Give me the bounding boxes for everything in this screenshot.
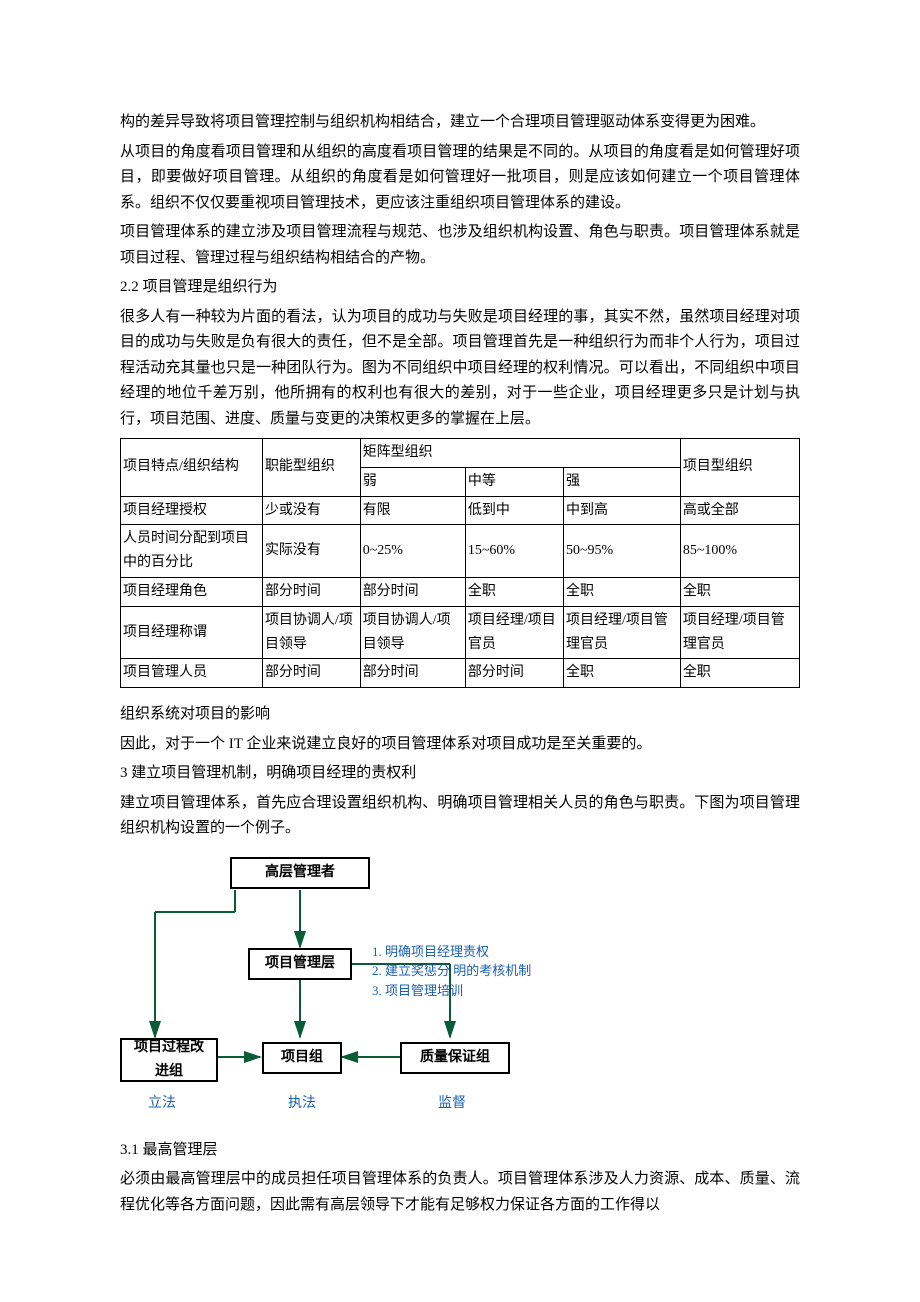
diagram-label-supervise: 监督 xyxy=(438,1092,466,1116)
paragraph: 构的差异导致将项目管理控制与组织机构相结合，建立一个合理项目管理驱动体系变得更为… xyxy=(120,110,800,136)
diagram-node-right: 质量保证组 xyxy=(400,1042,510,1074)
diagram-label-enforce: 执法 xyxy=(288,1092,316,1116)
table-header: 中等 xyxy=(465,467,563,496)
paragraph: 很多人有一种较为片面的看法，认为项目的成功与失败是项目经理的事，其实不然，虽然项… xyxy=(120,305,800,433)
section-heading-3-1: 3.1 最高管理层 xyxy=(120,1138,800,1164)
table-row: 项目经理称谓项目协调人/项目领导项目协调人/项目领导项目经理/项目官员项目经理/… xyxy=(121,606,800,659)
diagram-label-legislate: 立法 xyxy=(148,1092,176,1116)
section-heading-3: 3 建立项目管理机制，明确项目经理的责权利 xyxy=(120,761,800,787)
org-structure-table: 项目特点/组织结构 职能型组织 矩阵型组织 项目型组织 弱 中等 强 项目经理授… xyxy=(120,438,800,688)
paragraph: 必须由最高管理层中的成员担任项目管理体系的负责人。项目管理体系涉及人力资源、成本… xyxy=(120,1167,800,1218)
table-header: 矩阵型组织 xyxy=(360,439,680,468)
table-caption: 组织系统对项目的影响 xyxy=(120,702,800,728)
table-row: 项目管理人员部分时间部分时间部分时间全职全职 xyxy=(121,659,800,688)
diagram-node-mid: 项目管理层 xyxy=(248,948,352,980)
section-heading-2-2: 2.2 项目管理是组织行为 xyxy=(120,275,800,301)
table-header: 项目特点/组织结构 xyxy=(121,439,263,497)
diagram-node-center: 项目组 xyxy=(262,1042,342,1074)
paragraph: 因此，对于一个 IT 企业来说建立良好的项目管理体系对项目成功是至关重要的。 xyxy=(120,732,800,758)
document-page: 构的差异导致将项目管理控制与组织机构相结合，建立一个合理项目管理驱动体系变得更为… xyxy=(0,0,920,1282)
table-row: 项目经理角色部分时间部分时间全职全职全职 xyxy=(121,577,800,606)
paragraph: 项目管理体系的建立涉及项目管理流程与规范、也涉及组织机构设置、角色与职责。项目管… xyxy=(120,220,800,271)
table-row: 人员时间分配到项目中的百分比实际没有0~25%15~60%50~95%85~10… xyxy=(121,525,800,578)
table-header: 项目型组织 xyxy=(680,439,799,497)
table-header: 弱 xyxy=(360,467,465,496)
paragraph: 从项目的角度看项目管理和从组织的高度看项目管理的结果是不同的。从项目的角度看是如… xyxy=(120,140,800,217)
table-header: 强 xyxy=(563,467,680,496)
table-row: 项目经理授权少或没有有限低到中中到高高或全部 xyxy=(121,496,800,525)
table-header: 职能型组织 xyxy=(262,439,360,497)
org-diagram: 高层管理者 项目管理层 项目过程改进组 项目组 质量保证组 1. 明确项目经理责… xyxy=(120,852,580,1132)
diagram-node-left: 项目过程改进组 xyxy=(120,1038,218,1082)
paragraph: 建立项目管理体系，首先应合理设置组织机构、明确项目管理相关人员的角色与职责。下图… xyxy=(120,791,800,842)
diagram-annotation: 1. 明确项目经理责权 2. 建立奖惩分 明的考核机制 3. 项目管理培训 xyxy=(372,942,572,1001)
diagram-node-top: 高层管理者 xyxy=(230,857,370,889)
